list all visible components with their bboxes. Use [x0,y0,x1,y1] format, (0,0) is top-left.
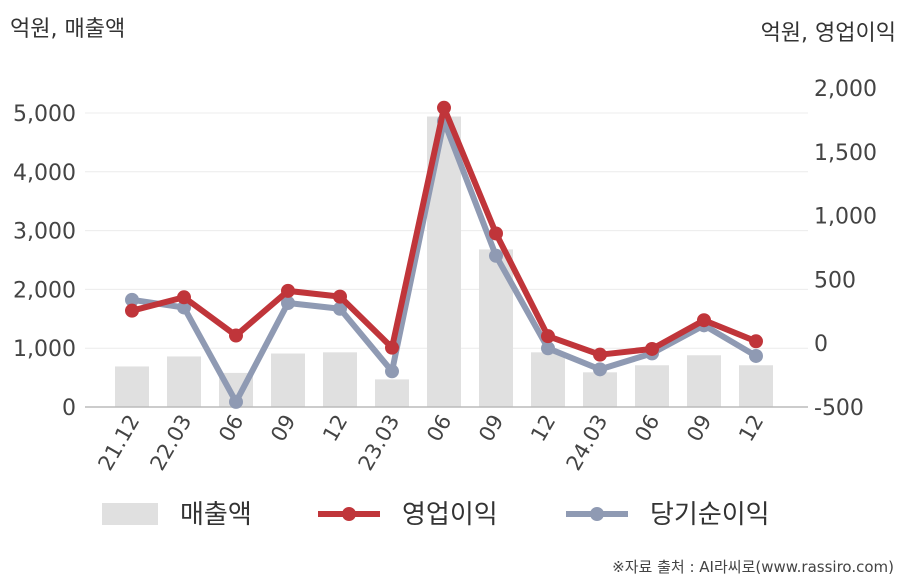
legend-revenue-label: 매출액 [180,500,252,530]
left-axis-ticks: 0 1,000 2,000 3,000 4,000 5,000 [13,102,76,421]
operating-profit-point [541,329,555,344]
x-tick-label: 12 [526,411,560,446]
right-tick-label: 2,000 [814,77,877,102]
source-note: ※자료 출처 : AI라씨로(www.rassiro.com) [612,558,894,576]
left-tick-label: 4,000 [13,161,76,186]
right-axis-unit: 억원, 영업이익 [761,21,896,46]
revenue-bar [115,366,149,407]
x-tick-label: 12 [734,411,768,446]
x-tick-label: 06 [214,411,248,446]
x-tick-label: 23.03 [353,411,404,475]
revenue-bar [323,352,357,407]
x-axis-ticks: 21.12 22.03 06 09 12 23.03 06 09 12 24.03 06 09 12 [93,411,768,475]
operating-profit-point [489,226,503,241]
x-tick-label: 06 [630,411,664,446]
left-tick-label: 0 [62,396,76,421]
revenue-bar [167,356,201,407]
revenue-bar [583,372,617,407]
operating-profit-point [645,341,659,356]
net-profit-point [489,248,503,263]
operating-profit-point [281,283,295,298]
x-tick-label: 09 [474,411,508,446]
revenue-bar [375,379,409,407]
left-tick-label: 5,000 [13,102,76,127]
net-profit-point [177,300,191,315]
left-tick-label: 1,000 [13,337,76,362]
profit-lines [125,100,763,409]
left-axis-unit: 억원, 매출액 [10,17,125,42]
right-tick-label: 1,000 [814,205,877,230]
x-tick-label: 24.03 [561,411,612,475]
right-tick-label: 1,500 [814,141,877,166]
x-tick-label: 22.03 [145,411,196,475]
operating-profit-point [333,289,347,304]
x-tick-label: 09 [266,411,300,446]
revenue-bar [271,353,305,407]
net-profit-point [229,394,243,409]
net-profit-point [749,348,763,363]
operating-profit-point [749,334,763,349]
net-profit-point [125,292,139,307]
legend-revenue-swatch [102,503,158,525]
x-tick-label: 12 [318,411,352,446]
revenue-bar [635,365,669,407]
legend-operating-profit-marker [342,507,356,521]
revenue-bar [687,355,721,407]
right-tick-label: 0 [814,332,828,357]
operating-profit-point [385,340,399,355]
net-profit-point [333,301,347,316]
legend-net-profit-label: 당기순이익 [650,500,770,530]
operating-profit-point [697,313,711,328]
revenue-bar [531,352,565,407]
x-tick-label: 06 [422,411,456,446]
legend-net-profit-marker [590,507,604,521]
x-tick-label: 21.12 [93,411,144,475]
net-profit-point [385,364,399,379]
operating-profit-point [593,347,607,362]
net-profit-point [541,341,555,356]
operating-profit-point [177,290,191,305]
left-tick-label: 2,000 [13,278,76,303]
legend: 매출액 영업이익 당기순이익 [102,500,770,530]
right-tick-label: -500 [814,396,864,421]
net-profit-point [593,362,607,377]
right-tick-label: 500 [814,268,856,293]
legend-operating-profit-label: 영업이익 [402,500,498,530]
net-profit-point [281,296,295,311]
revenue-bar [739,365,773,407]
x-tick-label: 09 [682,411,716,446]
operating-profit-point [437,100,451,115]
operating-profit-point [229,328,243,343]
left-tick-label: 3,000 [13,220,76,245]
operating-profit-point [125,303,139,318]
right-axis-ticks: -500 0 500 1,000 1,500 2,000 [814,77,877,421]
